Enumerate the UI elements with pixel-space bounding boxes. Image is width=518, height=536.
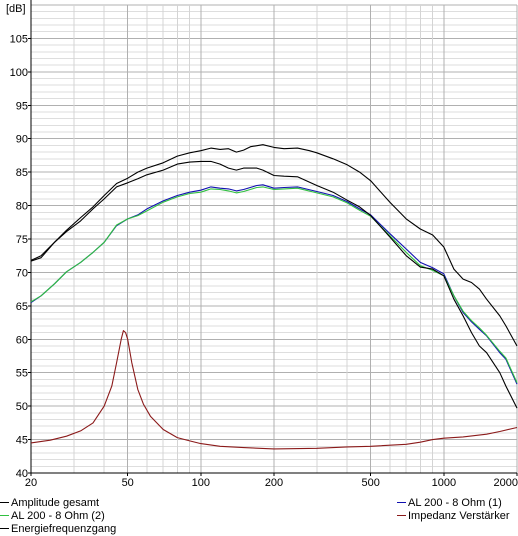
y-tick-label: 100 [10, 67, 28, 79]
legend-item-amplitude-gesamt: Amplitude gesamt [0, 497, 99, 509]
y-tick-label: 95 [16, 100, 28, 112]
y-tick-label: 40 [16, 468, 28, 480]
legend-swatch-al200-1 [397, 501, 406, 503]
axes [28, 0, 518, 476]
x-tick-label: 1000 [432, 477, 456, 489]
y-tick-label: 50 [16, 401, 28, 413]
legend-item-al200-1: AL 200 - 8 Ohm (1) [397, 497, 502, 509]
y-tick-label: 90 [16, 134, 28, 146]
y-tick-label: 55 [16, 368, 28, 380]
series-lines [30, 144, 518, 450]
series-line-impedanz-verst-rker [30, 330, 518, 450]
x-tick-label: 200 [265, 477, 283, 489]
y-tick-label: 105 [10, 33, 28, 45]
y-tick-label: 65 [16, 301, 28, 313]
series-line-energiefrequenzgang [30, 160, 518, 409]
legend-label: Amplitude gesamt [11, 497, 100, 509]
legend-item-energiefrequenzgang: Energiefrequenzgang [0, 523, 116, 535]
x-tick-label: 2000 [494, 477, 518, 489]
series-line-al-200-8-ohm-2 [30, 186, 518, 383]
y-tick-label: 75 [16, 234, 28, 246]
y-tick-label: 85 [16, 167, 28, 179]
legend-label: AL 200 - 8 Ohm (1) [408, 497, 502, 509]
grid-lines [30, 4, 518, 474]
x-tick-label: 50 [122, 477, 134, 489]
series-line-amplitude-gesamt [30, 144, 518, 347]
legend-swatch-al200-2 [0, 514, 9, 516]
y-tick-label: 45 [16, 435, 28, 447]
y-tick-label: 60 [16, 334, 28, 346]
legend-label: Energiefrequenzgang [11, 523, 117, 535]
x-tick-label: 100 [192, 477, 210, 489]
legend-swatch-amplitude-gesamt [0, 501, 9, 503]
y-tick-label: 70 [16, 267, 28, 279]
y-tick-label: 80 [16, 201, 28, 213]
legend-swatch-impedanz-verstaerker [397, 514, 406, 516]
tick-labels: 40 45 50 55 60 65 70 75 80 85 90 95 100 105 20 50 100 200… [10, 33, 518, 489]
legend-item-impedanz-verstaerker: Impedanz Verstärker [397, 510, 510, 522]
legend-item-al200-2: AL 200 - 8 Ohm (2) [0, 510, 105, 522]
x-tick-label: 500 [362, 477, 380, 489]
y-axis-unit-label: [dB] [6, 3, 26, 15]
legend-label: AL 200 - 8 Ohm (2) [11, 510, 105, 522]
legend-swatch-energiefrequenzgang [0, 527, 9, 529]
x-tick-label: 20 [25, 477, 37, 489]
legend-label: Impedanz Verstärker [408, 510, 510, 522]
